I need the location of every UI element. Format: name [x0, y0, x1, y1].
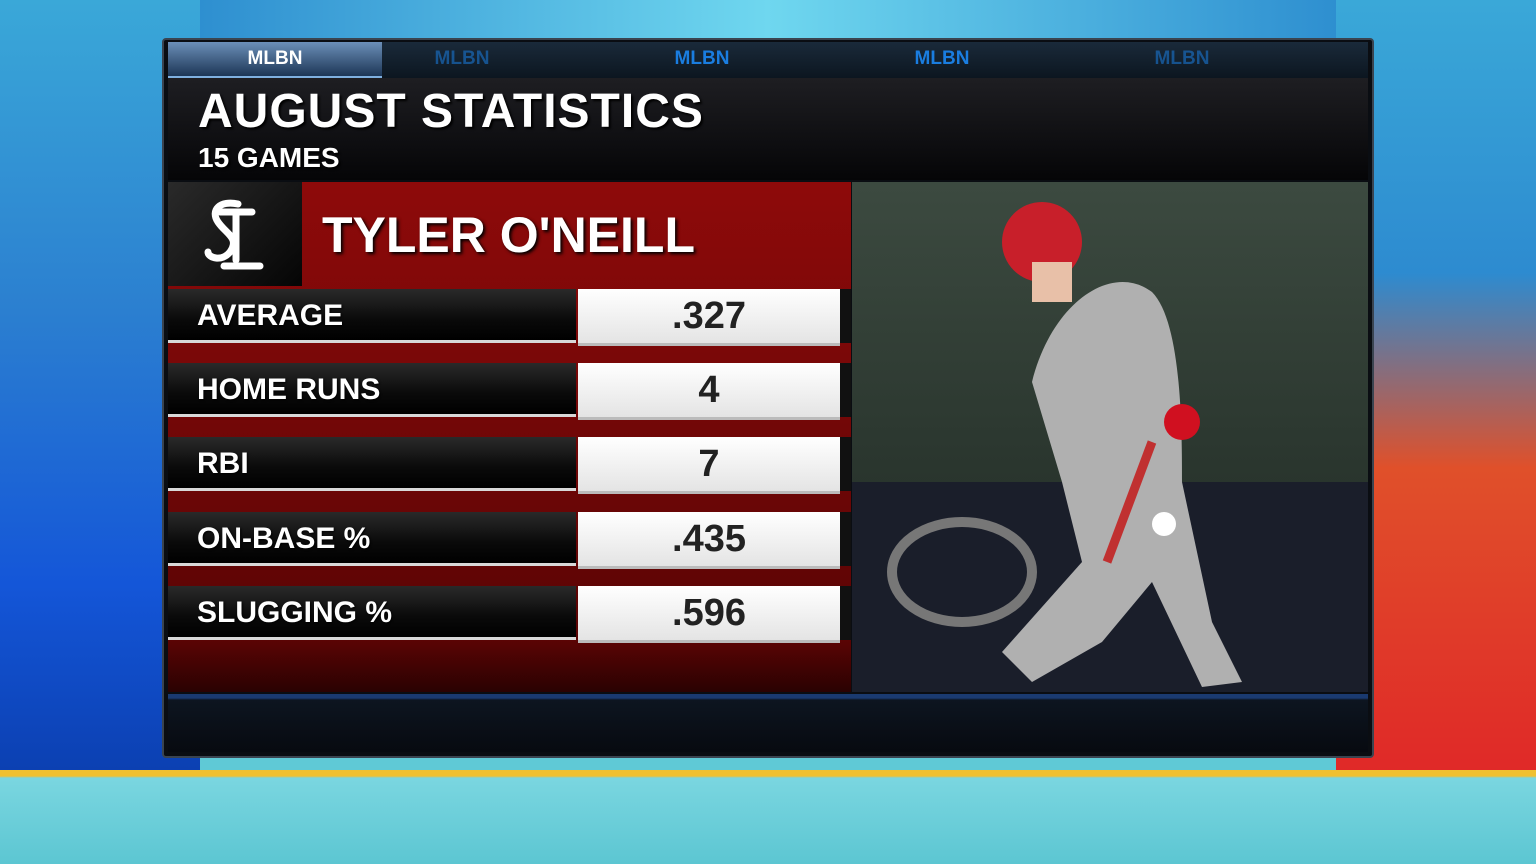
- logo-tl: [216, 208, 264, 270]
- photo-graphic: [852, 182, 1368, 692]
- tab: MLBN: [674, 48, 730, 69]
- stat-value: .435: [578, 512, 840, 569]
- title-background: [168, 78, 1368, 180]
- row-edge: [840, 437, 851, 491]
- stat-value: .327: [578, 289, 840, 346]
- stat-label: SLUGGING %: [168, 586, 576, 640]
- stat-label: ON-BASE %: [168, 512, 576, 566]
- team-logo: [168, 182, 302, 286]
- tab-bar: MLBN MLBN MLBN MLBN MLBN: [168, 42, 1368, 79]
- subtitle: 15 GAMES: [198, 142, 340, 173]
- tab: MLBN: [914, 48, 970, 69]
- stat-label: HOME RUNS: [168, 363, 576, 417]
- row-edge: [840, 586, 851, 640]
- title: AUGUST STATISTICS: [198, 85, 704, 138]
- tab: MLBN: [1154, 48, 1210, 69]
- tab: MLBN: [168, 42, 382, 79]
- row-edge: [840, 363, 851, 417]
- stat-value: .596: [578, 586, 840, 643]
- tab: MLBN: [434, 48, 490, 69]
- logo-s: [204, 199, 242, 262]
- stat-value: 4: [578, 363, 840, 420]
- bottom-strip: [168, 694, 1368, 752]
- stat-value: 7: [578, 437, 840, 494]
- floor: [0, 770, 1536, 864]
- stat-label: RBI: [168, 437, 576, 491]
- player-name: TYLER O'NEILL: [322, 207, 695, 263]
- row-edge: [840, 289, 851, 343]
- row-edge: [840, 512, 851, 566]
- stat-label: AVERAGE: [168, 289, 576, 343]
- logo-graphic: [204, 199, 264, 270]
- player-photo: [852, 182, 1368, 692]
